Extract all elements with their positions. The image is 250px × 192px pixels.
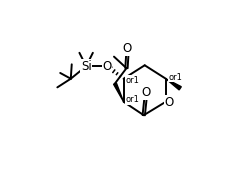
Polygon shape [113,83,123,102]
Text: O: O [102,60,112,73]
Text: or1: or1 [168,73,181,82]
Text: O: O [140,86,150,99]
Text: O: O [164,96,173,109]
Text: or1: or1 [125,76,139,85]
Text: O: O [122,42,132,55]
Text: or1: or1 [125,95,139,104]
Text: Si: Si [80,60,91,73]
Polygon shape [165,79,180,90]
